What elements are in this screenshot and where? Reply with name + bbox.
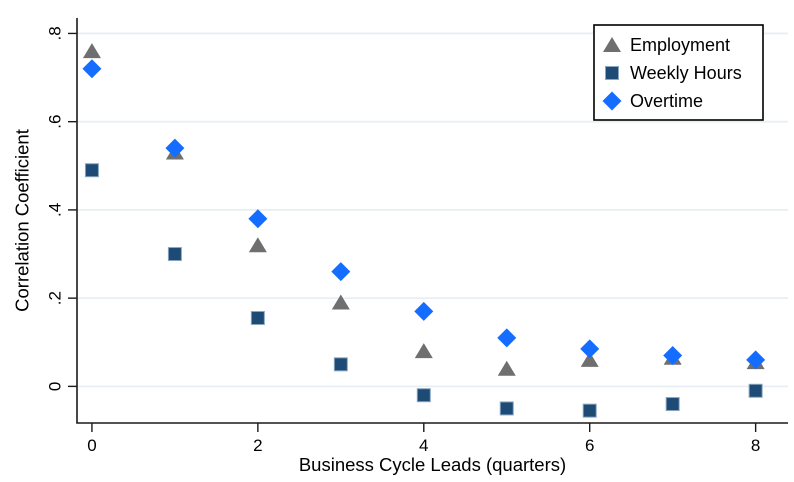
- square-marker-icon: [499, 401, 514, 416]
- square-marker-icon: [582, 403, 597, 418]
- diamond-marker-icon: [165, 138, 185, 158]
- y-tick-label: .2: [46, 291, 65, 305]
- square-marker-icon: [84, 163, 99, 178]
- diamond-marker-icon: [331, 262, 351, 282]
- triangle-marker-icon: [414, 343, 433, 359]
- legend: Employment Weekly Hours Overtime: [593, 24, 764, 121]
- x-tick-label: 2: [253, 436, 262, 455]
- y-tick-label: .6: [46, 115, 65, 129]
- x-tick-label: 8: [751, 436, 760, 455]
- legend-item-label: Employment: [630, 35, 730, 55]
- square-marker-icon: [748, 383, 763, 398]
- diamond-marker-icon: [602, 91, 622, 111]
- y-axis-title: Correlation Coefficient: [12, 129, 33, 312]
- square-marker-icon: [250, 311, 265, 325]
- legend-item: Weekly Hours: [605, 63, 742, 83]
- diamond-marker-icon: [663, 346, 683, 365]
- square-marker-icon: [605, 66, 619, 80]
- legend-item: Overtime: [602, 91, 703, 111]
- square-marker-icon: [665, 397, 680, 412]
- x-tick-label: 6: [585, 436, 594, 455]
- square-marker-icon: [333, 357, 348, 372]
- diamond-marker-icon: [248, 209, 268, 229]
- y-tick-label: .8: [46, 26, 65, 40]
- triangle-marker-icon: [248, 237, 267, 253]
- x-axis-title: Business Cycle Leads (quarters): [299, 454, 566, 475]
- triangle-marker-icon: [82, 43, 101, 59]
- y-tick-label: .4: [46, 203, 65, 217]
- diamond-marker-icon: [82, 59, 102, 79]
- triangle-marker-icon: [580, 351, 599, 367]
- diamond-marker-icon: [580, 339, 600, 359]
- x-tick-label: 0: [87, 436, 96, 455]
- square-marker-icon: [167, 247, 182, 262]
- x-tick-label: 4: [419, 436, 428, 455]
- legend-item: Employment: [603, 35, 730, 55]
- series-overtime: [82, 59, 766, 370]
- legend-item-label: Overtime: [630, 91, 703, 111]
- y-tick-label: 0: [46, 382, 65, 391]
- triangle-marker-icon: [603, 37, 621, 52]
- legend-item-label: Weekly Hours: [630, 63, 742, 83]
- series-weekly-hours: [84, 163, 763, 418]
- diamond-marker-icon: [746, 350, 766, 370]
- diamond-marker-icon: [414, 301, 434, 321]
- legend-box: [593, 24, 764, 121]
- triangle-marker-icon: [497, 360, 516, 376]
- triangle-marker-icon: [331, 294, 350, 310]
- diamond-marker-icon: [497, 328, 517, 348]
- square-marker-icon: [416, 388, 431, 403]
